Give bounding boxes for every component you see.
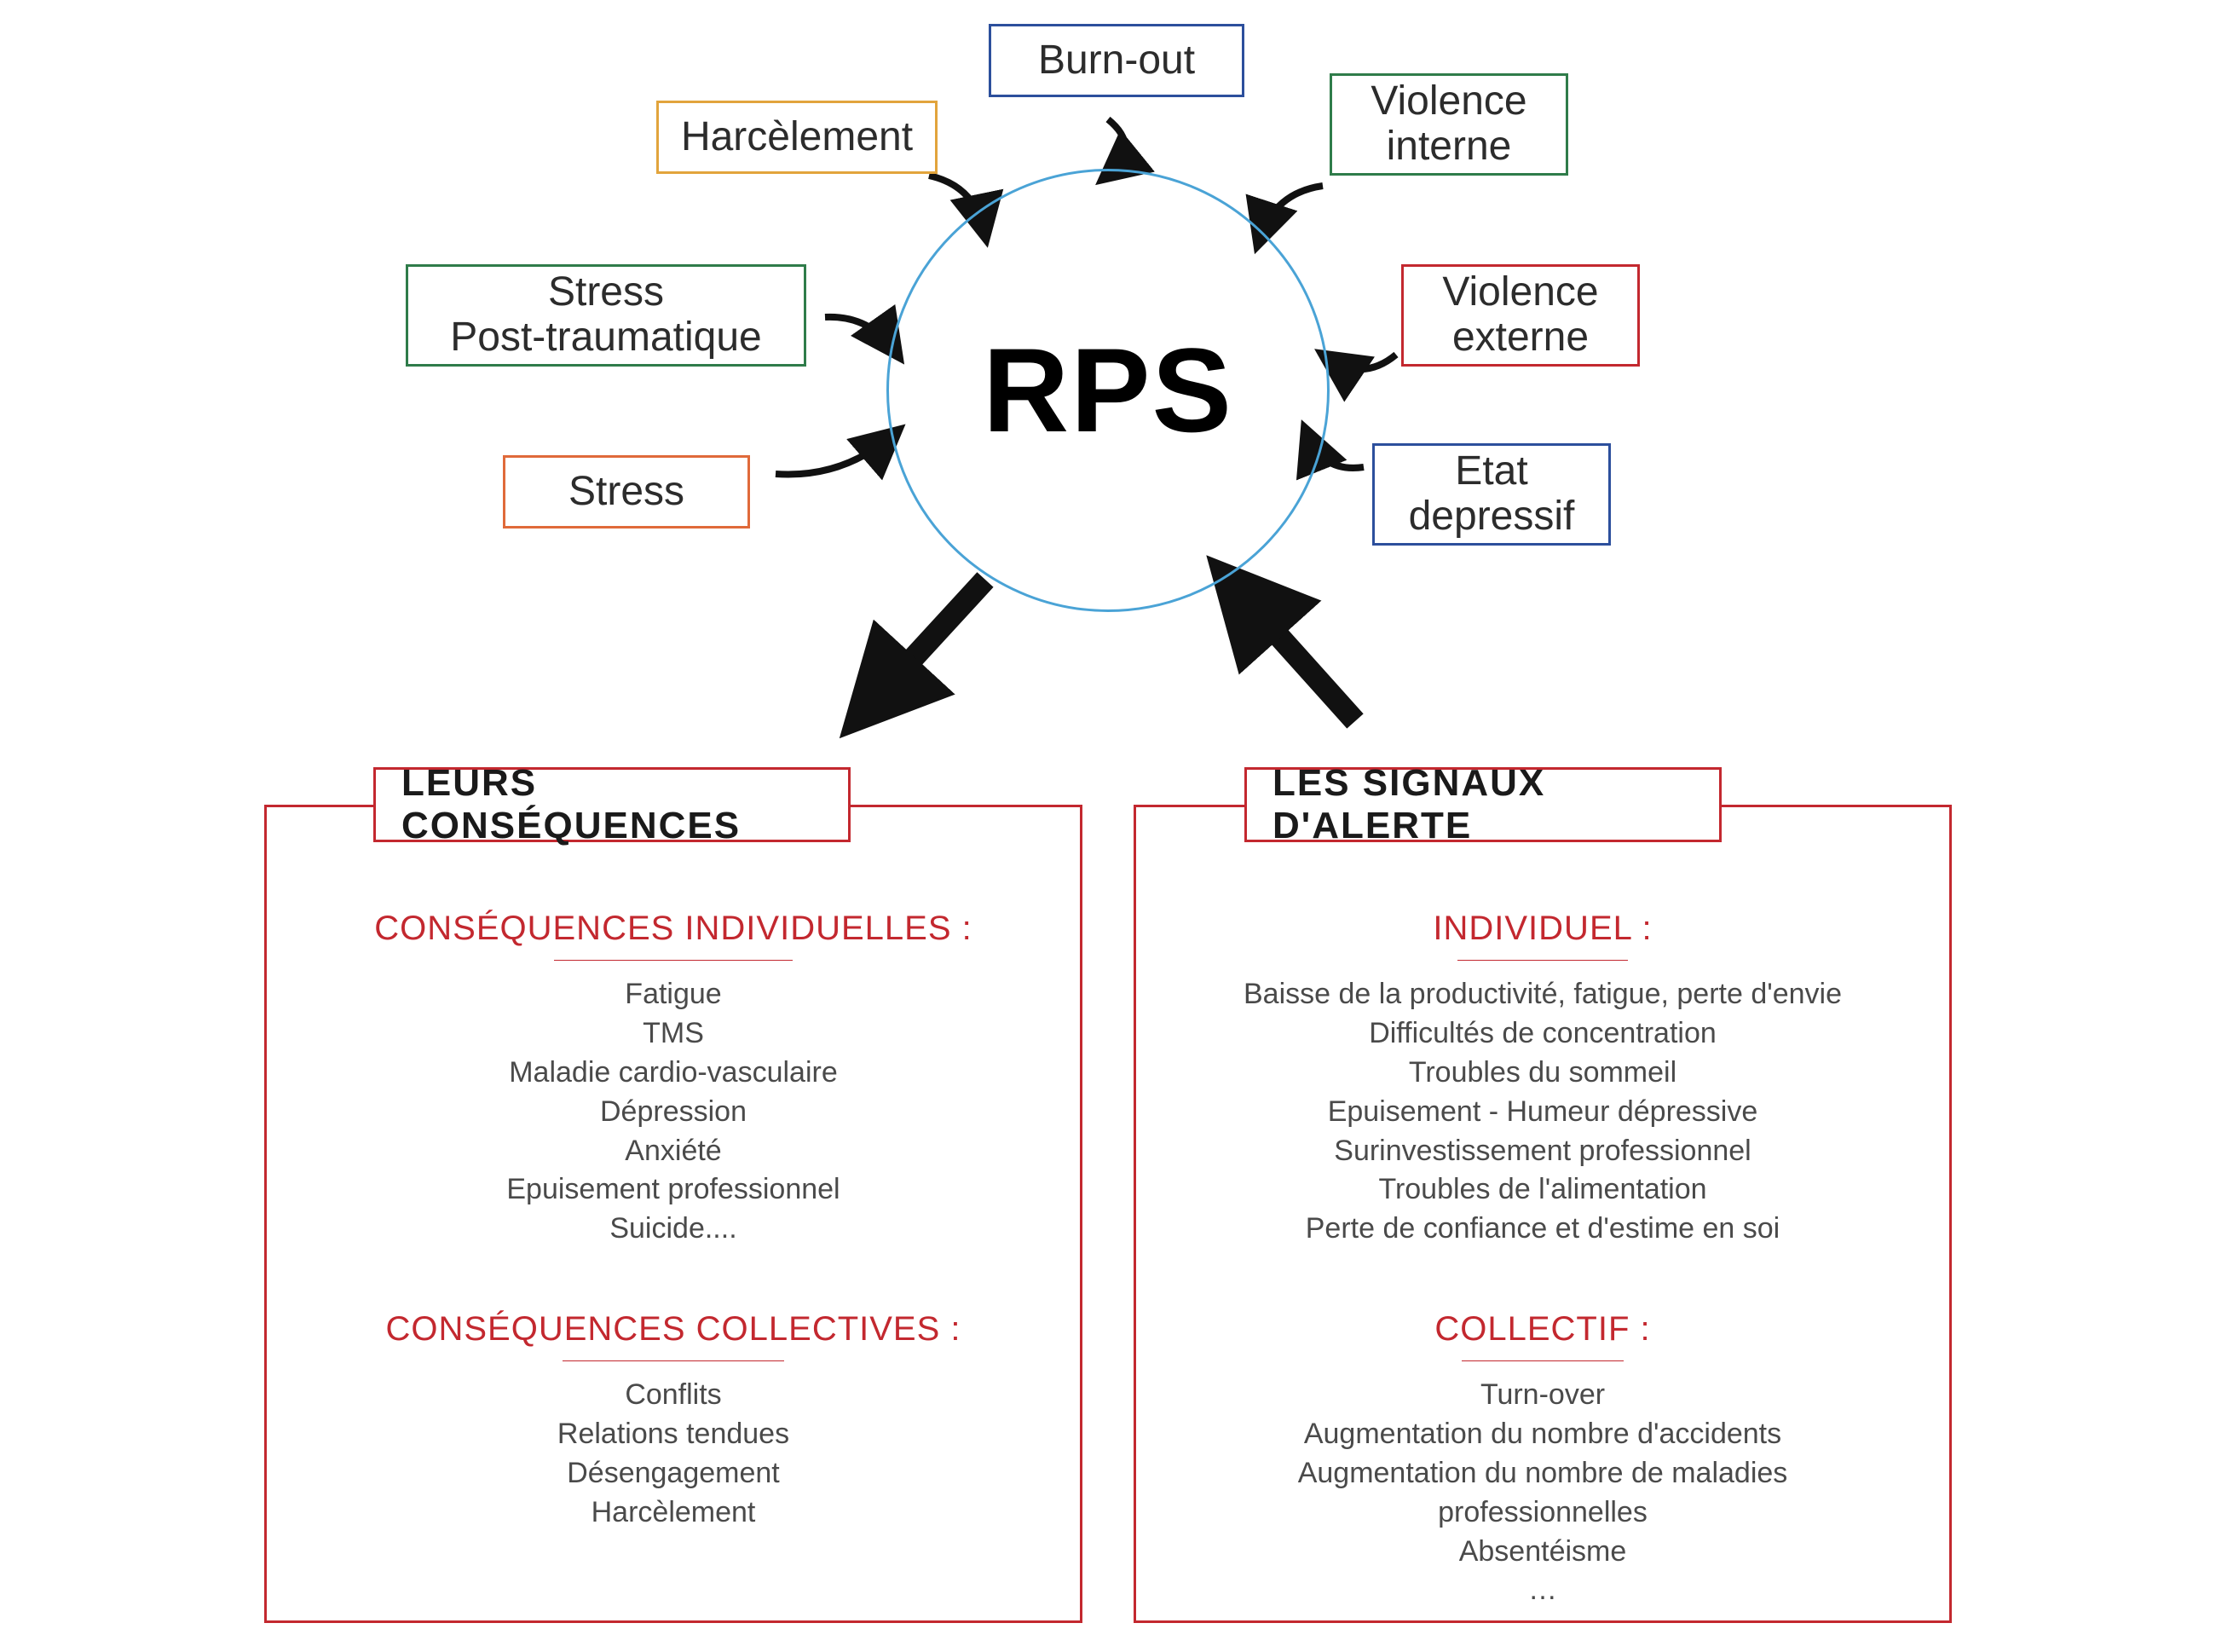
section-item: Perte de confiance et d'estime en soi xyxy=(1136,1210,1949,1249)
consequences-title: LEURS CONSÉQUENCES xyxy=(401,762,822,847)
arrow-violence-externe xyxy=(1328,355,1396,369)
arrow-burnout xyxy=(1108,119,1125,175)
section-item: Epuisement - Humeur dépressive xyxy=(1136,1093,1949,1132)
section-item: Conflits xyxy=(267,1376,1080,1415)
section-item: Difficultés de concentration xyxy=(1136,1014,1949,1054)
section-items: FatigueTMSMaladie cardio-vasculaireDépre… xyxy=(267,975,1080,1249)
signals-title-box: LES SIGNAUX D'ALERTE xyxy=(1244,767,1722,842)
signals-title: LES SIGNAUX D'ALERTE xyxy=(1272,762,1694,847)
section-item: Augmentation du nombre de maladies profe… xyxy=(1136,1454,1949,1533)
section-heading: CONSÉQUENCES INDIVIDUELLES : xyxy=(374,910,972,955)
factor-burnout: Burn-out xyxy=(989,24,1244,97)
rps-label: RPS xyxy=(983,321,1233,459)
section-item: Baisse de la productivité, fatigue, pert… xyxy=(1136,975,1949,1014)
section-item: Fatigue xyxy=(267,975,1080,1014)
section-item: Dépression xyxy=(267,1093,1080,1132)
consequences-panel: CONSÉQUENCES INDIVIDUELLES : FatigueTMSMa… xyxy=(264,805,1082,1623)
section-item: Augmentation du nombre d'accidents xyxy=(1136,1415,1949,1454)
big-arrow-from_signals xyxy=(1236,588,1355,721)
big-arrow-to_consequences xyxy=(869,580,985,706)
section-items: Turn-overAugmentation du nombre d'accide… xyxy=(1136,1376,1949,1610)
consequences-title-box: LEURS CONSÉQUENCES xyxy=(373,767,851,842)
section-items: Baisse de la productivité, fatigue, pert… xyxy=(1136,975,1949,1249)
section-heading: COLLECTIF : xyxy=(1434,1310,1650,1355)
factor-stress: Stress xyxy=(503,455,750,529)
section-item: Turn-over xyxy=(1136,1376,1949,1415)
section-heading: INDIVIDUEL : xyxy=(1433,910,1652,955)
section: CONSÉQUENCES INDIVIDUELLES : FatigueTMSMa… xyxy=(267,910,1080,1249)
rps-circle: RPS xyxy=(886,169,1330,612)
section-item: Désengagement xyxy=(267,1454,1080,1493)
section: COLLECTIF :Turn-overAugmentation du nomb… xyxy=(1136,1310,1949,1610)
arrow-violence-interne xyxy=(1260,186,1323,239)
factor-violence-externe: Violence externe xyxy=(1401,264,1640,367)
section: CONSÉQUENCES COLLECTIVES : ConflitsRelati… xyxy=(267,1310,1080,1533)
section-item: Troubles de l'alimentation xyxy=(1136,1170,1949,1210)
section-items: ConflitsRelations tenduesDésengagementHa… xyxy=(267,1376,1080,1533)
arrow-stress-pt xyxy=(825,317,895,351)
section: INDIVIDUEL : Baisse de la productivité, f… xyxy=(1136,910,1949,1249)
section-item: Suicide.... xyxy=(267,1210,1080,1249)
factor-harcelement: Harcèlement xyxy=(656,101,938,174)
factor-stress-pt: Stress Post-traumatique xyxy=(406,264,806,367)
section-item: Harcèlement xyxy=(267,1493,1080,1533)
section-item: Absentéisme xyxy=(1136,1533,1949,1572)
section-item: Troubles du sommeil xyxy=(1136,1054,1949,1093)
signals-panel: INDIVIDUEL : Baisse de la productivité, f… xyxy=(1134,805,1952,1623)
factor-violence-interne: Violence interne xyxy=(1330,73,1568,176)
section-item: Epuisement professionnel xyxy=(267,1170,1080,1210)
section-heading: CONSÉQUENCES COLLECTIVES : xyxy=(385,1310,961,1355)
section-item: Surinvestissement professionnel xyxy=(1136,1132,1949,1171)
section-item: … xyxy=(1136,1571,1949,1610)
section-item: Maladie cardio-vasculaire xyxy=(267,1054,1080,1093)
factor-etat-depressif: Etat depressif xyxy=(1372,443,1611,546)
arrow-stress xyxy=(776,435,893,475)
section-item: Anxiété xyxy=(267,1132,1080,1171)
section-item: Relations tendues xyxy=(267,1415,1080,1454)
section-item: TMS xyxy=(267,1014,1080,1054)
rps-infographic: RPS Burn-out Harcèlement Stress Post-traum… xyxy=(0,0,2216,1652)
